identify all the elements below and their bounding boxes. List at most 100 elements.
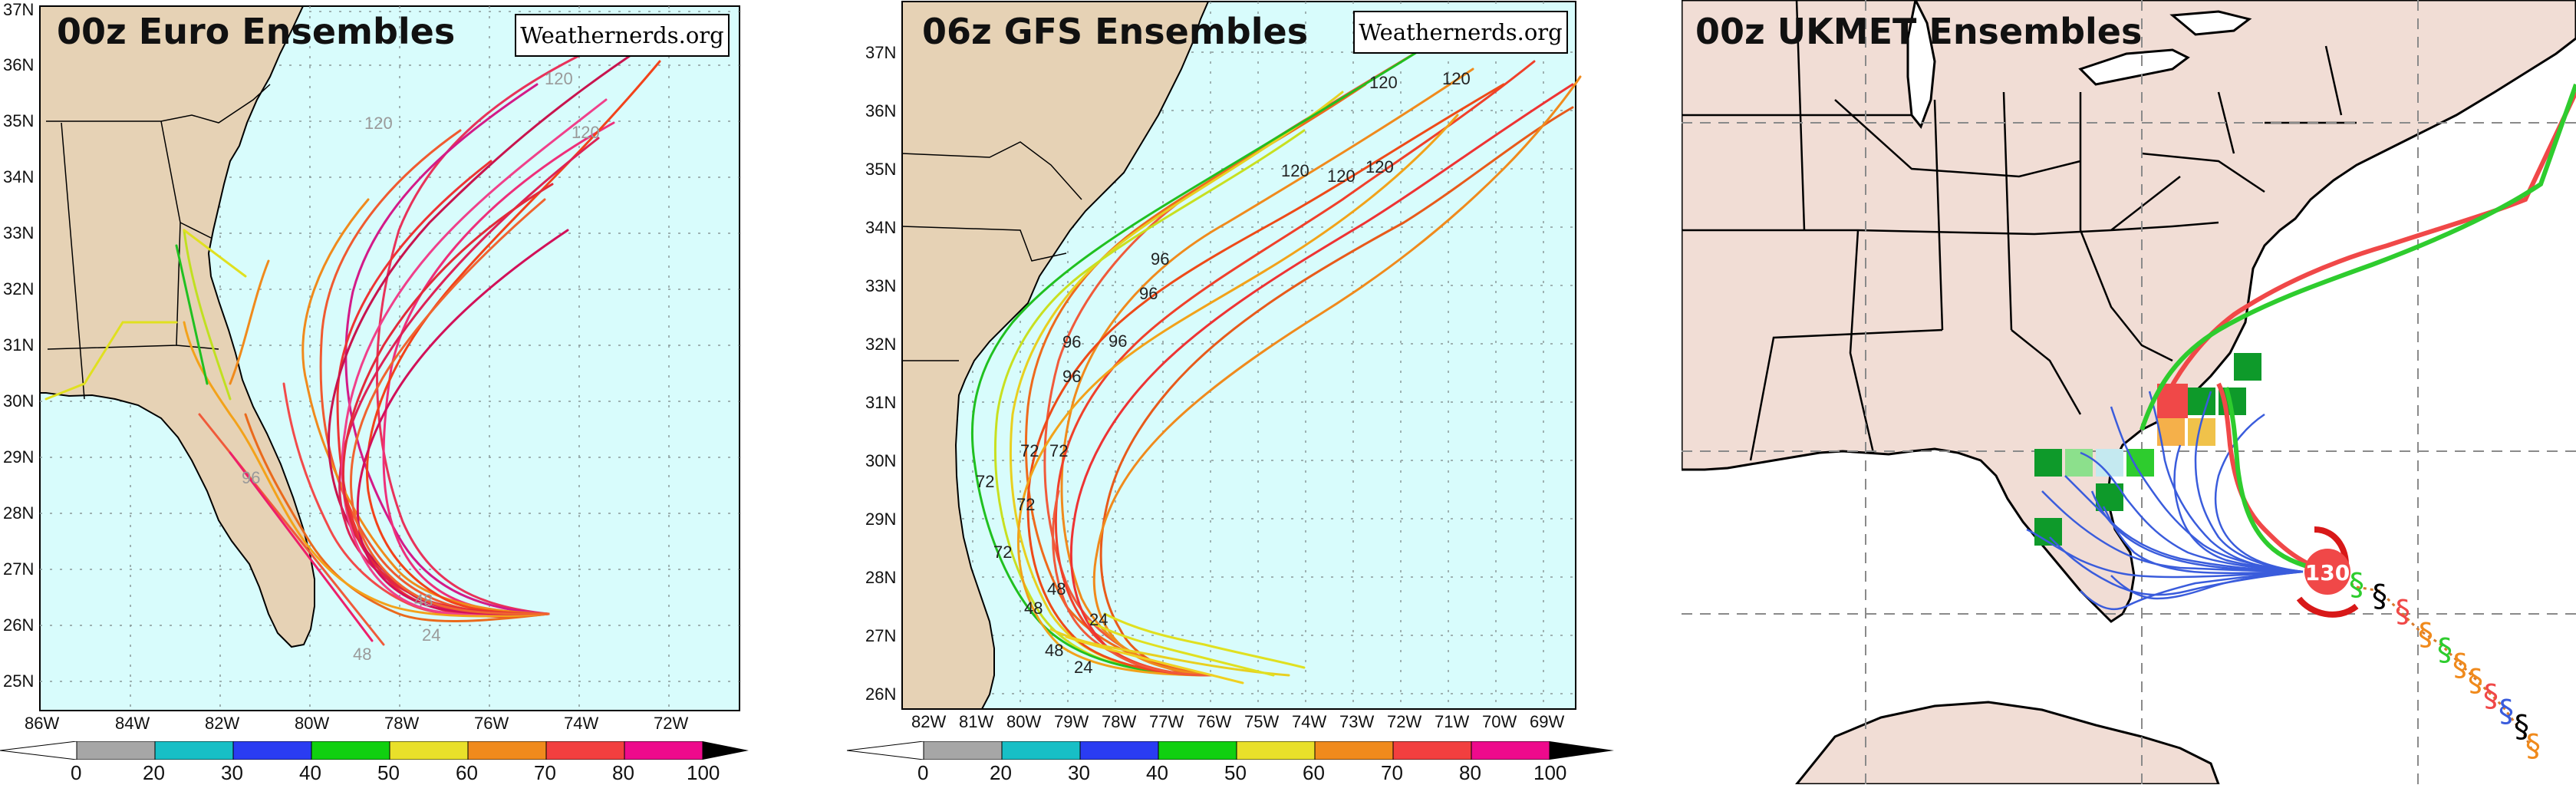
hour-labels: 120 120 120 96 48 48 24 (242, 69, 600, 664)
lon-label: 78W (384, 714, 420, 733)
lon-label: 72W (654, 714, 689, 733)
lat-label: 27N (865, 626, 897, 645)
hour-label: 24 (1074, 658, 1092, 677)
colorbar-tick: 30 (1068, 761, 1090, 784)
ensemble-tracks (2026, 391, 2304, 611)
panel-gfs-ensembles: 120 120 120 120 120 96 96 96 96 96 72 72… (844, 0, 1626, 784)
svg-text:§: § (2372, 579, 2387, 614)
colorbar-tick: 40 (1146, 761, 1168, 784)
hour-label: 96 (1062, 332, 1081, 351)
colorbar-tick: 60 (456, 761, 478, 784)
colorbar (847, 741, 1614, 760)
lat-label: 34N (865, 218, 897, 237)
hour-label: 72 (1016, 495, 1035, 514)
lat-label: 35N (3, 111, 35, 130)
lon-label: 76W (474, 714, 509, 733)
lon-label: 75W (1244, 712, 1280, 731)
hour-label: 24 (422, 625, 440, 645)
colorbar-tick: 20 (990, 761, 1012, 784)
wind-probability-boxes (2034, 353, 2261, 546)
watermark: Weathernerds.org (1353, 11, 1568, 54)
colorbar-tick: 50 (1224, 761, 1247, 784)
colorbar-tick: 80 (1459, 761, 1481, 784)
lat-label: 28N (3, 503, 35, 523)
lat-label: 26N (865, 684, 897, 704)
lon-label: 74W (1292, 712, 1327, 731)
svg-text:§: § (2525, 728, 2541, 764)
colorbar-tick: 100 (1533, 761, 1567, 784)
colorbar-tick: 80 (612, 761, 634, 784)
lat-label: 29N (865, 510, 897, 529)
hour-label: 96 (1062, 367, 1081, 386)
colorbar-tick: 60 (1303, 761, 1325, 784)
det-track-red (2163, 91, 2576, 401)
colorbar-tick: 40 (299, 761, 321, 784)
panel-title: 06z GFS Ensembles (922, 11, 1309, 52)
storm-symbols: § § §§ § § § § § § § (2349, 567, 2541, 764)
colorbar-tick: 0 (917, 761, 929, 784)
lon-label: 78W (1102, 712, 1137, 731)
lat-label: 31N (865, 393, 897, 412)
colorbar (0, 741, 749, 760)
lat-label: 37N (3, 0, 35, 19)
svg-text:§: § (2483, 678, 2499, 714)
lat-label: 26N (3, 615, 35, 635)
euro-map: 120 120 120 96 48 48 24 (39, 5, 740, 711)
det-track-green-fl (2224, 387, 2327, 574)
colorbar-tick: 50 (377, 761, 400, 784)
storm-marker: 130 (2296, 526, 2359, 618)
panel-title: 00z UKMET Ensembles (1695, 11, 2143, 52)
gfs-map: 120 120 120 120 120 96 96 96 96 96 72 72… (901, 1, 1582, 710)
lat-label: 33N (865, 276, 897, 295)
past-track (2333, 570, 2535, 753)
lat-label: 30N (865, 451, 897, 470)
lon-label: 73W (1339, 712, 1375, 731)
lat-label: 28N (865, 568, 897, 587)
ukmet-map: § § §§ § § § § § § § 130 (1682, 0, 2576, 784)
hour-label: 120 (1442, 69, 1471, 88)
state-borders (901, 141, 1082, 361)
svg-text:§: § (2468, 663, 2483, 698)
svg-text:§: § (2514, 709, 2529, 744)
lon-label: 72W (1387, 712, 1422, 731)
panel-title: 00z Euro Ensembles (57, 11, 456, 52)
lat-label: 34N (3, 167, 35, 186)
land-cuba (1795, 701, 2220, 784)
lat-label: 27N (3, 559, 35, 579)
hour-label: 120 (1327, 167, 1356, 186)
hour-label: 96 (1139, 284, 1158, 303)
hour-label: 96 (242, 468, 260, 487)
watermark: Weathernerds.org (515, 14, 730, 57)
hour-label: 72 (1049, 441, 1068, 460)
hour-label: 48 (1047, 579, 1066, 599)
lat-label: 33N (3, 223, 35, 242)
det-track-green (2140, 83, 2576, 430)
hour-label: 120 (572, 123, 600, 142)
svg-text:§: § (2452, 648, 2468, 683)
lat-label: 36N (3, 55, 35, 74)
lat-label: 31N (3, 335, 35, 355)
panel-euro-ensembles: 120 120 120 96 48 48 24 00z Euro Ensembl… (0, 0, 767, 784)
lon-label: 80W (1006, 712, 1042, 731)
hour-label: 96 (1108, 331, 1127, 351)
lon-label: 81W (959, 712, 994, 731)
hour-label: 48 (353, 645, 371, 664)
hour-label: 120 (1369, 73, 1398, 92)
gfs-tracks (971, 45, 1582, 684)
storm-intensity-label: 130 (2305, 560, 2350, 585)
hour-label: 48 (414, 591, 433, 610)
svg-text:§: § (2499, 694, 2514, 729)
panel-ukmet-ensembles: § § § § § § § § § § § 130 00z UKMET Ensembles (1682, 0, 2576, 784)
land (1682, 0, 2576, 623)
lon-label: 79W (1054, 712, 1089, 731)
colorbar-tick: 0 (71, 761, 82, 784)
lat-label: 35N (865, 160, 897, 179)
colorbar-tick: 20 (143, 761, 165, 784)
hour-label: 72 (993, 543, 1012, 562)
hour-label: 120 (1281, 161, 1309, 180)
state-borders (46, 84, 271, 400)
lon-label: 82W (911, 712, 947, 731)
land-lake-erie (2078, 48, 2190, 86)
land (901, 1, 1210, 710)
svg-text:§: § (2437, 632, 2452, 668)
